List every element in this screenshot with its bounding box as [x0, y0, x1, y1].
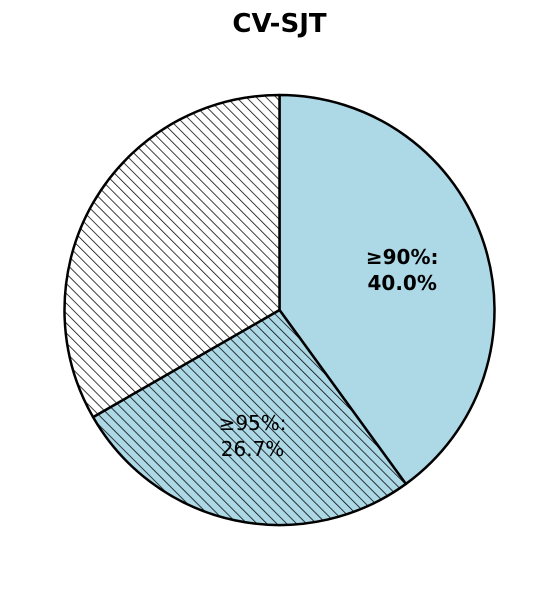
chart-title: CV-SJT: [232, 9, 327, 39]
pie-labels: ≥90%: 40.0% ≥95%: 26.7%: [219, 245, 439, 461]
pie-slice-3-edge: [63, 93, 281, 419]
pie-slice-3-hatch: [64, 95, 280, 418]
pie-slice-2-hatch: [93, 310, 406, 525]
pie-slice-2-label: ≥95%: 26.7%: [219, 411, 287, 461]
pie-slice-1: [279, 95, 495, 484]
pie-slice-1-label: ≥90%: 40.0%: [366, 245, 439, 295]
pie-slice-1-edge: [278, 93, 496, 486]
pie-slices: [63, 93, 496, 527]
pie-slice-2-edge: [91, 308, 408, 527]
